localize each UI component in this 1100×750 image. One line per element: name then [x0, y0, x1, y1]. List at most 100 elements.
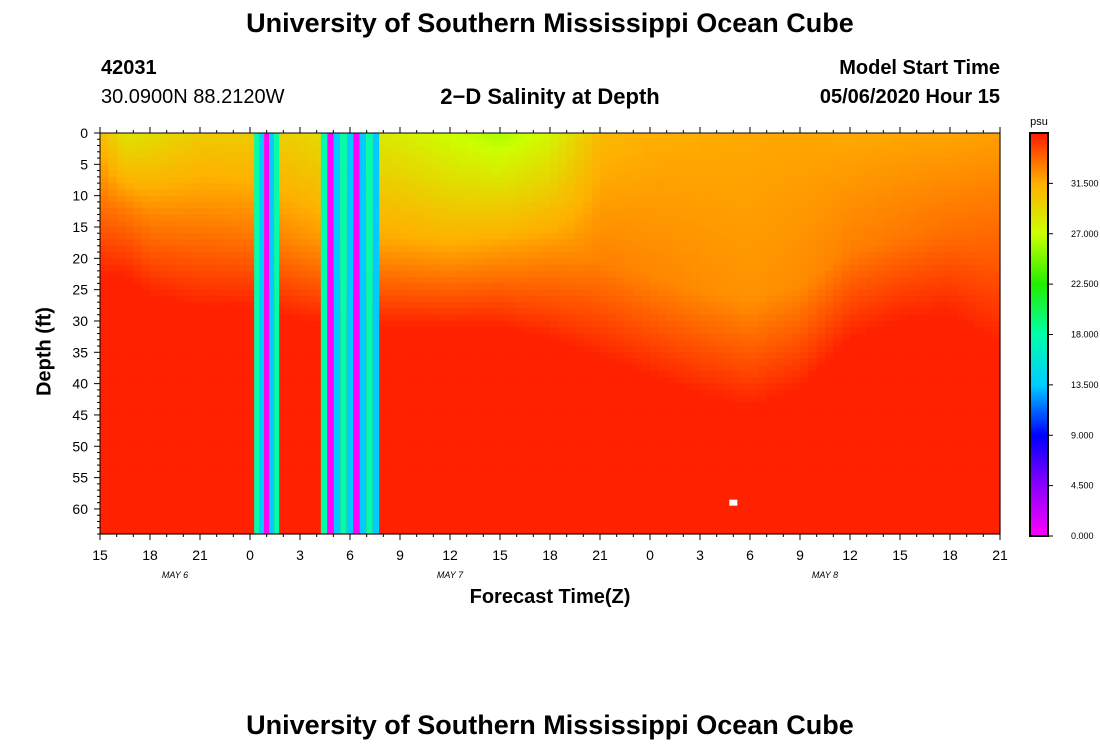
heatmap-cell — [700, 164, 709, 172]
heatmap-cell — [200, 201, 209, 209]
heatmap-cell — [125, 502, 134, 510]
heatmap-cell — [633, 465, 643, 472]
heatmap-cell — [641, 189, 651, 197]
heatmap-cell — [441, 402, 451, 410]
heatmap-cell — [458, 333, 468, 341]
heatmap-cell — [300, 389, 309, 397]
heatmap-cell — [233, 527, 243, 535]
heatmap-cell — [150, 346, 159, 353]
heatmap-cell — [666, 226, 676, 234]
heatmap-cell — [658, 258, 668, 266]
heatmap-cell — [633, 408, 643, 416]
heatmap-cell — [116, 258, 126, 266]
heatmap-cell — [308, 252, 318, 259]
heatmap-cell — [416, 183, 426, 190]
heatmap-cell — [700, 402, 709, 410]
heatmap-cell — [400, 339, 409, 347]
heatmap-cell — [483, 183, 493, 190]
heatmap-cell — [691, 502, 701, 510]
heatmap-cell — [216, 151, 226, 159]
heatmap-cell — [741, 327, 751, 335]
heatmap-cell — [600, 452, 609, 460]
heatmap-cell — [583, 402, 593, 410]
heatmap-cell — [458, 339, 468, 347]
heatmap-cell — [525, 471, 534, 479]
heatmap-cell — [158, 320, 168, 328]
heatmap-cell — [308, 414, 318, 422]
heatmap-cell — [475, 477, 484, 485]
heatmap-cell — [400, 176, 409, 184]
heatmap-cell — [308, 158, 318, 165]
heatmap-cell — [200, 226, 209, 234]
heatmap-cell — [641, 371, 651, 378]
heatmap-cell — [600, 264, 609, 272]
plot-title: 2−D Salinity at Depth — [440, 84, 660, 109]
heatmap-cell — [658, 471, 668, 479]
heatmap-cell — [283, 346, 293, 353]
heatmap-cell — [141, 458, 151, 466]
heatmap-cell — [725, 277, 734, 284]
heatmap-cell — [183, 471, 193, 479]
heatmap-cell — [700, 352, 709, 360]
heatmap-cell — [666, 515, 676, 523]
heatmap-cell — [608, 389, 618, 397]
heatmap-cell — [583, 377, 593, 385]
heatmap-cell — [616, 245, 626, 253]
heatmap-cell — [625, 358, 634, 366]
heatmap-cell — [308, 333, 318, 341]
heatmap-cell — [108, 239, 118, 247]
heatmap-cell — [208, 264, 218, 272]
heatmap-cell — [383, 490, 393, 498]
heatmap-cell — [125, 352, 134, 360]
heatmap-cell — [533, 490, 543, 498]
heatmap-cell — [433, 195, 443, 203]
heatmap-cell — [600, 414, 609, 422]
heatmap-cell — [408, 283, 418, 291]
heatmap-cell — [575, 490, 584, 498]
heatmap-cell — [683, 314, 693, 322]
heatmap-cell — [450, 314, 459, 322]
heatmap-cell — [691, 327, 701, 335]
heatmap-cell — [375, 527, 384, 535]
heatmap-cell — [716, 465, 726, 472]
heatmap-cell — [391, 220, 401, 228]
heatmap-cell — [641, 283, 651, 291]
heatmap-cell — [450, 483, 459, 491]
heatmap-cell — [641, 408, 651, 416]
heatmap-cell — [508, 239, 518, 247]
heatmap-cell — [725, 239, 734, 247]
heatmap-cell — [516, 226, 526, 234]
heatmap-cell — [300, 465, 309, 472]
heatmap-cell — [433, 471, 443, 479]
heatmap-cell — [191, 320, 201, 328]
heatmap-cell — [591, 339, 601, 347]
heatmap-cell — [616, 521, 626, 529]
heatmap-cell — [383, 471, 393, 479]
heatmap-cell — [441, 483, 451, 491]
heatmap-cell — [666, 371, 676, 378]
heatmap-cell — [600, 377, 609, 385]
heatmap-cell — [475, 314, 484, 322]
heatmap-cell — [150, 458, 159, 466]
heatmap-cell — [425, 189, 434, 197]
heatmap-cell — [458, 383, 468, 391]
heatmap-cell — [708, 383, 718, 391]
heatmap-cell — [125, 245, 134, 253]
heatmap-cell — [741, 258, 751, 266]
heatmap-cell — [525, 283, 534, 291]
heatmap-cell — [633, 477, 643, 485]
heatmap-cell — [150, 521, 159, 529]
heatmap-cell — [550, 502, 559, 510]
heatmap-cell — [175, 358, 184, 366]
heatmap-cell — [466, 421, 476, 429]
heatmap-cell — [458, 189, 468, 197]
heatmap-cell — [450, 295, 459, 303]
heatmap-cell — [650, 408, 659, 416]
heatmap-cell — [733, 158, 743, 165]
heatmap-cell — [383, 427, 393, 435]
heatmap-cell — [275, 133, 284, 140]
heatmap-cell — [641, 220, 651, 228]
heatmap-cell — [400, 502, 409, 510]
heatmap-cell — [125, 527, 134, 535]
heatmap-cell — [241, 151, 251, 159]
